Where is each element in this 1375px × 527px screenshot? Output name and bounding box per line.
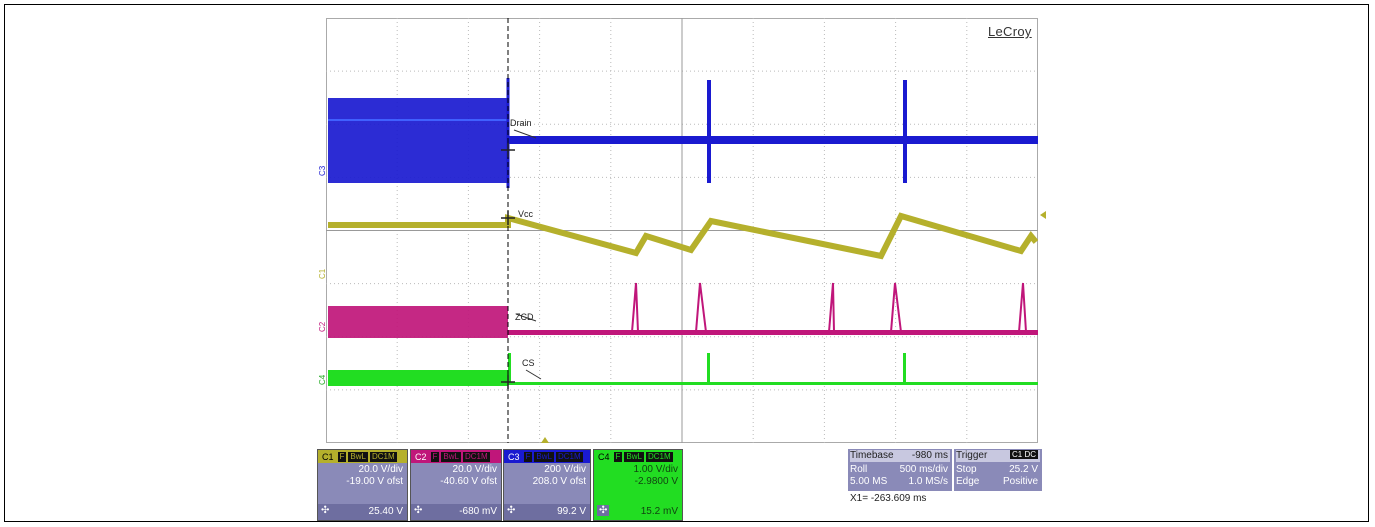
zcd-switching-block — [328, 306, 508, 338]
cursor-value: 15.2 mV — [640, 506, 678, 517]
coupling-tag: DC1M — [555, 451, 583, 462]
timebase-mode: Roll — [850, 464, 868, 475]
channel-id: C1 — [322, 451, 334, 462]
trace-label-drain: Drain — [510, 118, 532, 128]
cursor-crosshair-icon — [501, 375, 515, 389]
channel-marker-c3: C3 — [318, 165, 327, 176]
cursor-value: 99.2 V — [557, 506, 586, 517]
vertical-offset: -19.00 V ofst — [346, 476, 403, 487]
filter-tag: F — [523, 451, 533, 462]
cs-pulse — [707, 353, 710, 383]
channel-panel-c3[interactable]: C3 F BwL DC1M 200 V/div 208.0 V ofst ✣ 9… — [503, 449, 591, 521]
timebase-samples: 5.00 MS — [850, 476, 888, 487]
vertical-scale: 200 V/div — [544, 464, 586, 475]
coupling-tag: DC1M — [462, 451, 490, 462]
drain-idle-trace — [508, 136, 1038, 144]
zcd-pulse — [890, 282, 902, 333]
cs-idle-trace — [508, 382, 1038, 385]
crosshair-icon: ✣ — [321, 505, 330, 516]
bandwidth-tag: BwL — [441, 451, 461, 462]
trigger-coupling: DC — [1024, 450, 1036, 459]
filter-tag: F — [337, 451, 347, 462]
channel-panel-c4[interactable]: C4 F BwL DC1M 1.00 V/div -2.9800 V ✣ 15.… — [593, 449, 683, 521]
trigger-position-marker — [541, 437, 549, 443]
channel-marker-c2: C2 — [318, 321, 327, 332]
timebase-rate: 1.0 MS/s — [908, 476, 948, 487]
zcd-leader-line — [515, 313, 537, 322]
vertical-scale: 20.0 V/div — [452, 464, 497, 475]
figure-frame — [4, 4, 1369, 522]
channel-marker-c4: C4 — [318, 374, 327, 385]
zcd-pulse — [1018, 282, 1027, 333]
trigger-panel[interactable]: Trigger C1 DC Stop 25.2 V Edge Positive — [954, 449, 1042, 491]
trigger-level-marker — [1040, 211, 1046, 219]
filter-tag: F — [613, 451, 623, 462]
timebase-delay: -980 ms — [911, 450, 948, 461]
drain-switching-block — [328, 98, 508, 183]
timebase-per-div: 500 ms/div — [899, 464, 948, 475]
scope-display[interactable] — [326, 18, 1038, 443]
vertical-offset: -40.60 V ofst — [440, 476, 497, 487]
trigger-mode: Stop — [956, 464, 977, 475]
bandwidth-tag: BwL — [348, 451, 368, 462]
filter-tag: F — [430, 451, 440, 462]
cs-switching-block — [328, 370, 508, 386]
coupling-tag: DC1M — [645, 451, 673, 462]
zcd-pulse — [631, 282, 639, 333]
timebase-label: Timebase — [850, 450, 894, 461]
crosshair-icon: ✣ — [507, 505, 516, 516]
crosshair-icon: ✣ — [597, 505, 610, 516]
trace-label-zcd: ZCD — [515, 312, 534, 322]
drain-burst — [903, 80, 907, 183]
trigger-type: Edge — [956, 476, 980, 487]
trigger-slope: Positive — [1002, 476, 1038, 487]
zcd-idle-trace — [508, 330, 1038, 335]
cursor-crosshair-icon — [501, 211, 515, 225]
cursor-crosshair-icon — [501, 143, 515, 157]
channel-id: C3 — [508, 451, 520, 462]
waveform-area — [326, 18, 1038, 443]
zcd-pulse — [695, 282, 707, 333]
channel-panel-c2[interactable]: C2 F BwL DC1M 20.0 V/div -40.60 V ofst ✣… — [410, 449, 502, 521]
brand-logo: LeCroy — [988, 24, 1032, 39]
trigger-level: 25.2 V — [1009, 464, 1038, 475]
cs-pulse — [903, 353, 906, 383]
bandwidth-tag: BwL — [624, 451, 644, 462]
channel-id: C2 — [415, 451, 427, 462]
channel-marker-c1: C1 — [318, 268, 327, 279]
crosshair-icon: ✣ — [414, 505, 423, 516]
cs-leader-line — [525, 369, 542, 380]
coupling-tag: DC1M — [369, 451, 397, 462]
cursor-value: -680 mV — [459, 506, 497, 517]
vertical-scale: 1.00 V/div — [633, 464, 678, 475]
channel-id: C4 — [598, 451, 610, 462]
drain-leader-line — [513, 129, 537, 139]
timebase-panel[interactable]: Timebase -980 ms Roll 500 ms/div 5.00 MS… — [848, 449, 952, 491]
bandwidth-tag: BwL — [534, 451, 554, 462]
vertical-offset: -2.9800 V — [634, 476, 678, 487]
channel-panel-c1[interactable]: C1 F BwL DC1M 20.0 V/div -19.00 V ofst ✣… — [317, 449, 408, 521]
trace-label-cs: CS — [522, 358, 535, 368]
vertical-scale: 20.0 V/div — [358, 464, 403, 475]
trigger-source: C1 — [1011, 450, 1023, 459]
trace-label-vcc: Vcc — [518, 209, 534, 219]
zcd-pulse — [828, 282, 835, 333]
cs-pulse — [508, 353, 511, 383]
cursor-value: 25.40 V — [368, 506, 403, 517]
cursor-measurement: X1= -263.609 ms — [850, 493, 927, 504]
vertical-offset: 208.0 V ofst — [532, 476, 586, 487]
trigger-label: Trigger — [956, 450, 988, 461]
drain-burst — [707, 80, 711, 183]
